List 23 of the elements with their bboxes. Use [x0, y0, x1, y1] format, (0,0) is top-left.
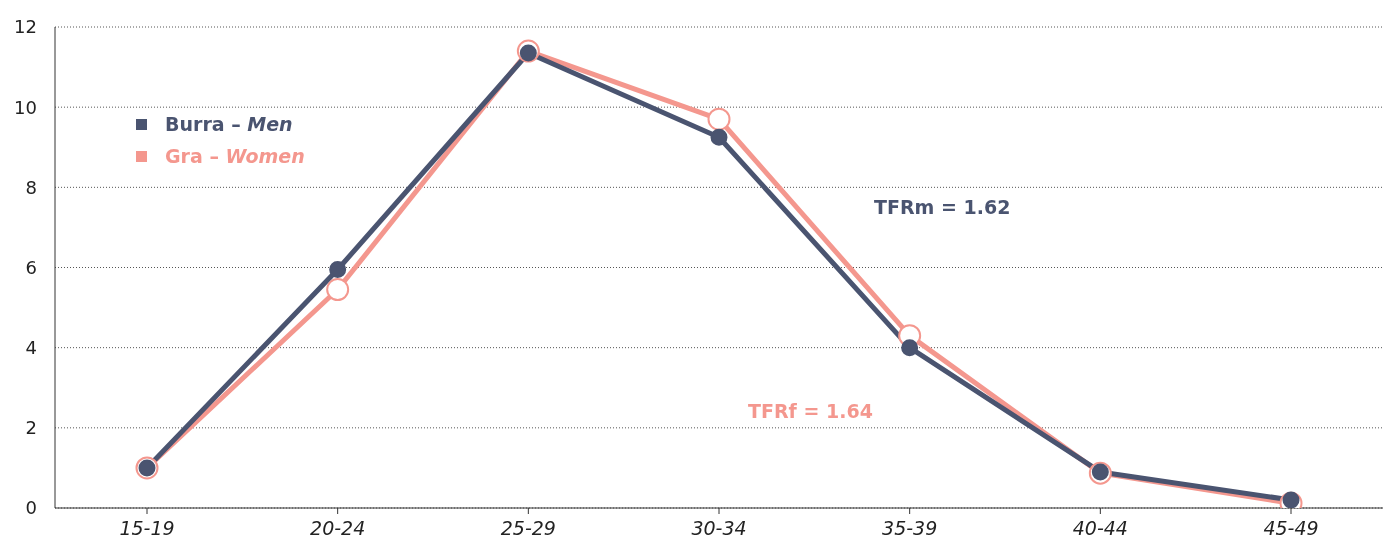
- x-tick-label: 25-29: [500, 517, 556, 540]
- point: [329, 261, 347, 278]
- x-tick-label: 20-24: [310, 517, 366, 540]
- y-tick-label: 4: [25, 337, 37, 359]
- y-tick-label: 2: [25, 417, 37, 439]
- legend-label: Gra – Women: [165, 144, 305, 169]
- x-tick-label: 35-39: [882, 517, 938, 540]
- x-tick-label: 45-49: [1263, 517, 1319, 540]
- y-tick-label: 10: [14, 96, 37, 118]
- point: [901, 339, 919, 357]
- x-tick-label: 30-34: [691, 517, 747, 540]
- legend-label: Burra – Men: [165, 112, 293, 137]
- annotation: TFRf = 1.64: [748, 400, 873, 422]
- x-tick-label: 40-44: [1072, 517, 1128, 540]
- annotation: TFRm = 1.62: [874, 196, 1011, 218]
- point: [710, 128, 728, 146]
- point: [707, 107, 731, 131]
- y-tick-label: 6: [25, 256, 37, 278]
- point: [326, 278, 350, 302]
- y-tick-label: 12: [14, 16, 37, 38]
- y-tick-label: 0: [25, 497, 37, 519]
- x-tick-label: 15-19: [119, 517, 175, 540]
- y-tick-label: 8: [25, 176, 37, 198]
